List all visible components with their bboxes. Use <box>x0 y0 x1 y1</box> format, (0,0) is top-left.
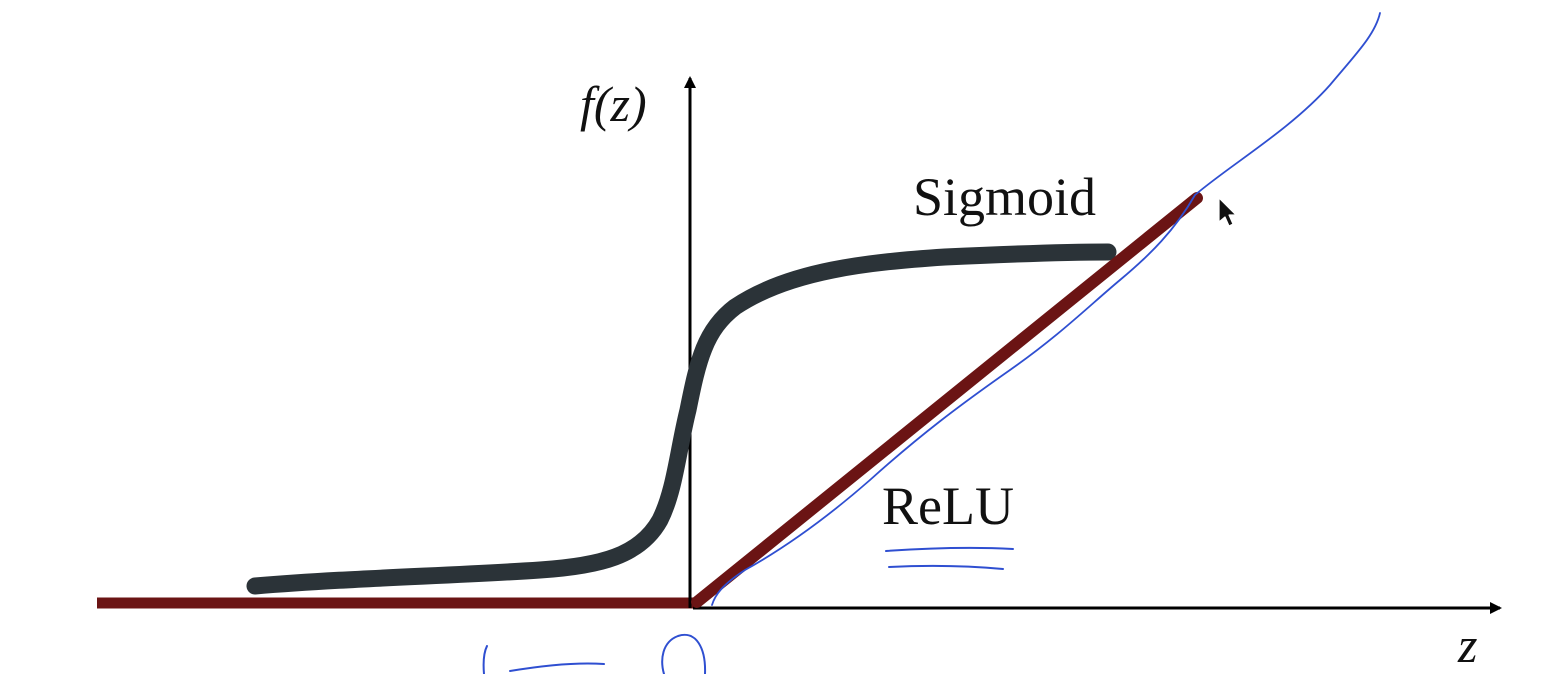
sigmoid-label: Sigmoid <box>913 167 1096 227</box>
sigmoid-curve <box>246 243 1117 595</box>
ink-underline-1 <box>885 546 1014 552</box>
ink-scribble-dash <box>509 662 605 672</box>
mouse-pointer-icon <box>1218 197 1237 227</box>
x-axis-label: z <box>1457 617 1477 673</box>
ink-underline-2 <box>888 564 1004 570</box>
ink-scribble-zero <box>661 633 707 674</box>
relu-label: ReLU <box>882 476 1014 536</box>
ink-stroke-along-relu <box>711 12 1381 606</box>
relu-curve-rising <box>691 192 1203 608</box>
ink-scribble-bracket <box>482 645 488 674</box>
y-axis-label: f(z) <box>580 76 647 132</box>
